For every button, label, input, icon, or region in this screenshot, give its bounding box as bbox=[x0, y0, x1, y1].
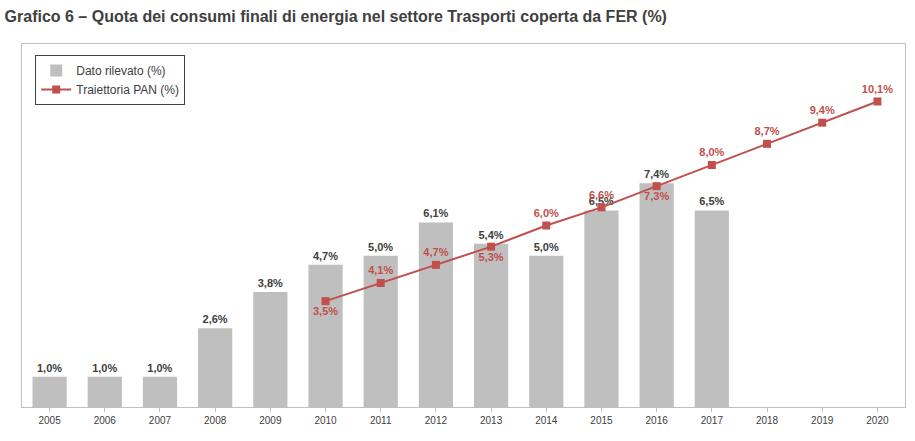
svg-text:2016: 2016 bbox=[646, 415, 669, 426]
svg-text:2018: 2018 bbox=[756, 415, 779, 426]
svg-text:6,5%: 6,5% bbox=[699, 195, 724, 207]
svg-text:6,0%: 6,0% bbox=[534, 207, 559, 219]
svg-text:2,6%: 2,6% bbox=[203, 313, 228, 325]
svg-text:4,7%: 4,7% bbox=[423, 246, 448, 258]
svg-text:2006: 2006 bbox=[94, 415, 117, 426]
svg-text:6,5%: 6,5% bbox=[589, 195, 614, 207]
svg-text:5,3%: 5,3% bbox=[479, 251, 504, 263]
svg-text:3,5%: 3,5% bbox=[313, 305, 338, 317]
svg-text:2012: 2012 bbox=[425, 415, 448, 426]
svg-text:2009: 2009 bbox=[259, 415, 282, 426]
svg-text:2014: 2014 bbox=[535, 415, 558, 426]
svg-text:6,6%: 6,6% bbox=[589, 189, 614, 201]
svg-text:7,3%: 7,3% bbox=[644, 190, 669, 202]
svg-text:2015: 2015 bbox=[590, 415, 613, 426]
svg-text:2008: 2008 bbox=[204, 415, 227, 426]
svg-text:10,1%: 10,1% bbox=[862, 83, 893, 95]
svg-text:4,1%: 4,1% bbox=[368, 264, 393, 276]
svg-text:4,7%: 4,7% bbox=[313, 250, 338, 262]
svg-text:1,0%: 1,0% bbox=[92, 362, 117, 374]
svg-text:2017: 2017 bbox=[701, 415, 724, 426]
svg-text:3,8%: 3,8% bbox=[258, 277, 283, 289]
svg-text:2007: 2007 bbox=[149, 415, 172, 426]
svg-text:9,4%: 9,4% bbox=[810, 104, 835, 116]
svg-text:2019: 2019 bbox=[811, 415, 834, 426]
svg-text:Traiettoria PAN (%): Traiettoria PAN (%) bbox=[76, 83, 179, 97]
svg-text:5,0%: 5,0% bbox=[534, 241, 559, 253]
svg-text:1,0%: 1,0% bbox=[147, 362, 172, 374]
svg-text:2013: 2013 bbox=[480, 415, 503, 426]
svg-text:2010: 2010 bbox=[314, 415, 337, 426]
svg-text:2011: 2011 bbox=[370, 415, 392, 426]
svg-text:Dato rilevato (%): Dato rilevato (%) bbox=[76, 64, 165, 78]
svg-text:5,0%: 5,0% bbox=[368, 241, 393, 253]
svg-text:2005: 2005 bbox=[38, 415, 61, 426]
svg-text:8,7%: 8,7% bbox=[754, 125, 779, 137]
svg-text:5,4%: 5,4% bbox=[478, 229, 503, 241]
svg-text:1,0%: 1,0% bbox=[37, 362, 62, 374]
svg-text:7,4%: 7,4% bbox=[644, 168, 669, 180]
svg-text:6,1%: 6,1% bbox=[423, 207, 448, 219]
svg-text:Grafico 6 – Quota dei consumi: Grafico 6 – Quota dei consumi finali di … bbox=[5, 8, 667, 25]
svg-text:8,0%: 8,0% bbox=[699, 146, 724, 158]
svg-text:2020: 2020 bbox=[866, 415, 889, 426]
